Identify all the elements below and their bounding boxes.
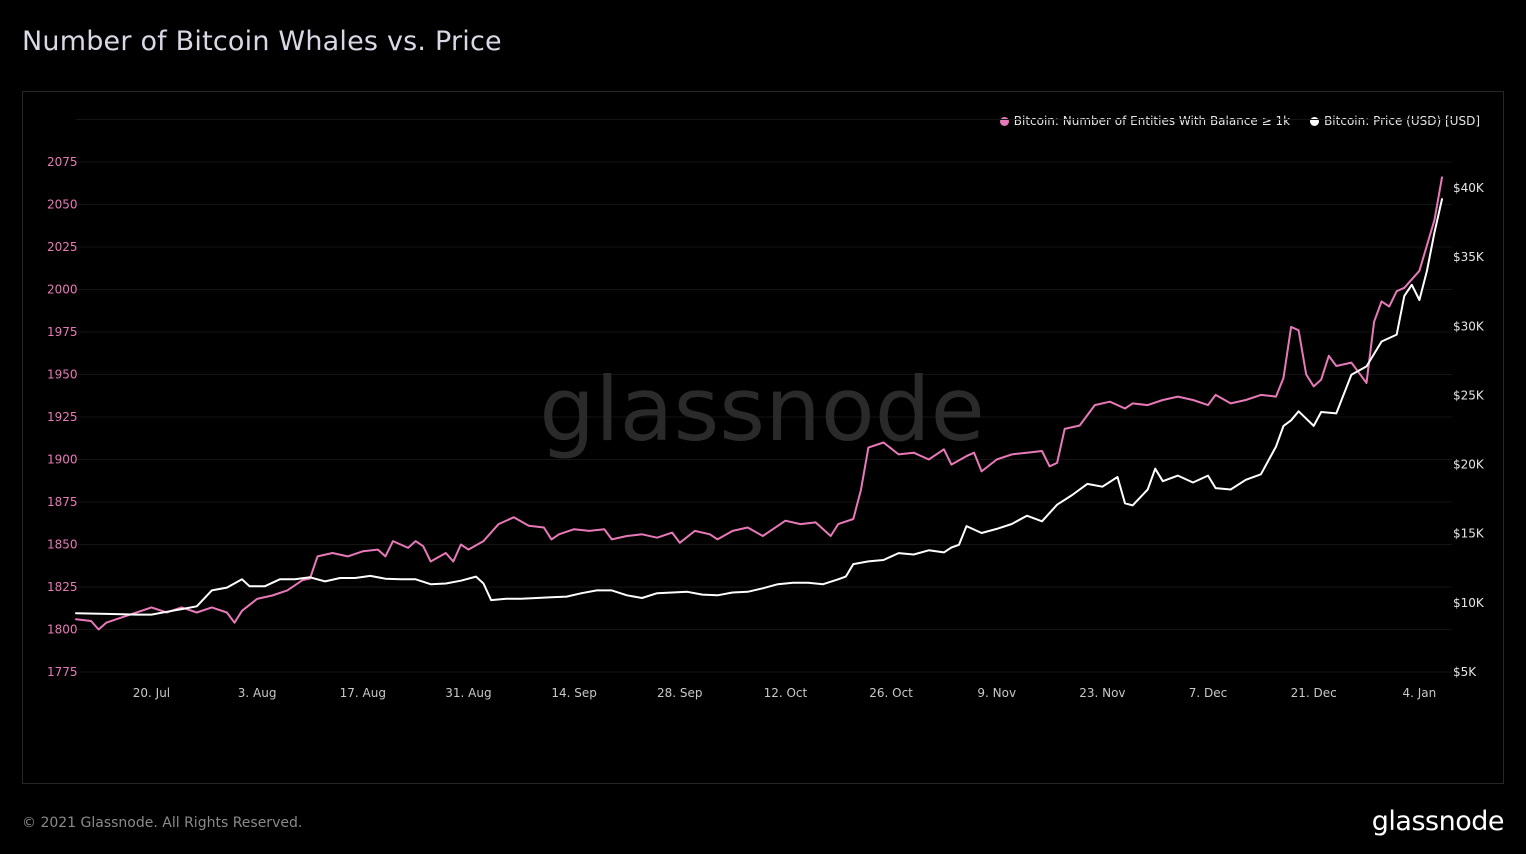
watermark: glassnode [539, 358, 985, 461]
left-tick-label: 2075 [47, 155, 78, 169]
left-tick-label: 1800 [47, 623, 78, 637]
right-tick-label: $25K [1453, 388, 1485, 402]
x-tick-label: 26. Oct [869, 686, 913, 700]
left-tick-label: 1950 [47, 368, 78, 382]
x-tick-label: 20. Jul [133, 686, 170, 700]
x-tick-label: 21. Dec [1291, 686, 1337, 700]
legend-item-price[interactable]: Bitcoin: Price (USD) [USD] [1310, 114, 1480, 128]
left-tick-label: 1875 [47, 495, 78, 509]
right-tick-label: $40K [1453, 181, 1485, 195]
x-tick-label: 17. Aug [340, 686, 386, 700]
left-tick-label: 1850 [47, 538, 78, 552]
legend-label-price: Bitcoin: Price (USD) [USD] [1324, 114, 1480, 128]
left-tick-label: 2000 [47, 283, 78, 297]
x-tick-label: 23. Nov [1079, 686, 1125, 700]
series-lines [75, 176, 1443, 631]
x-tick-label: 7. Dec [1189, 686, 1227, 700]
right-tick-label: $5K [1453, 665, 1477, 679]
right-axis-ticks: $5K $10K $15K $20K $25K $30K $35K $40K [1453, 181, 1485, 679]
left-tick-label: 1925 [47, 410, 78, 424]
chart-panel [22, 91, 1504, 784]
grid-lines [76, 119, 1452, 673]
x-tick-label: 4. Jan [1402, 686, 1436, 700]
x-axis-ticks: 20. Jul 3. Aug 17. Aug 31. Aug 14. Sep 28. Se… [133, 686, 1436, 700]
legend-label-whales: Bitcoin: Number of Entities With Balance… [1013, 114, 1291, 128]
glassnode-logo[interactable]: glassnode [1371, 806, 1505, 837]
price-series-line [75, 198, 1443, 616]
right-tick-label: $10K [1453, 596, 1485, 610]
right-tick-label: $35K [1453, 250, 1485, 264]
left-tick-label: 2025 [47, 240, 78, 254]
left-tick-label: 1775 [47, 665, 78, 679]
x-tick-label: 14. Sep [551, 686, 597, 700]
legend-dot-whales [999, 116, 1009, 126]
page-title: Number of Bitcoin Whales vs. Price [22, 26, 502, 57]
legend-item-whales[interactable]: Bitcoin: Number of Entities With Balance… [999, 114, 1291, 128]
x-tick-label: 12. Oct [764, 686, 808, 700]
copyright-text: © 2021 Glassnode. All Rights Reserved. [22, 815, 303, 831]
legend-dot-price [1310, 116, 1320, 126]
x-tick-label: 3. Aug [238, 686, 277, 700]
whales-series-line [75, 176, 1443, 631]
left-tick-label: 1825 [47, 580, 78, 594]
x-tick-label: 31. Aug [445, 686, 491, 700]
x-tick-label: 28. Sep [657, 686, 703, 700]
right-tick-label: $30K [1453, 319, 1485, 333]
chart-legend: Bitcoin: Number of Entities With Balance… [999, 114, 1480, 128]
left-axis-ticks: 1775 1800 1825 1850 1875 1900 1925 1950 1975 2000… [47, 155, 78, 679]
right-tick-label: $20K [1453, 458, 1485, 472]
left-tick-label: 2050 [47, 198, 78, 212]
x-tick-label: 9. Nov [977, 686, 1016, 700]
left-tick-label: 1900 [47, 453, 78, 467]
right-tick-label: $15K [1453, 527, 1485, 541]
left-tick-label: 1975 [47, 325, 78, 339]
